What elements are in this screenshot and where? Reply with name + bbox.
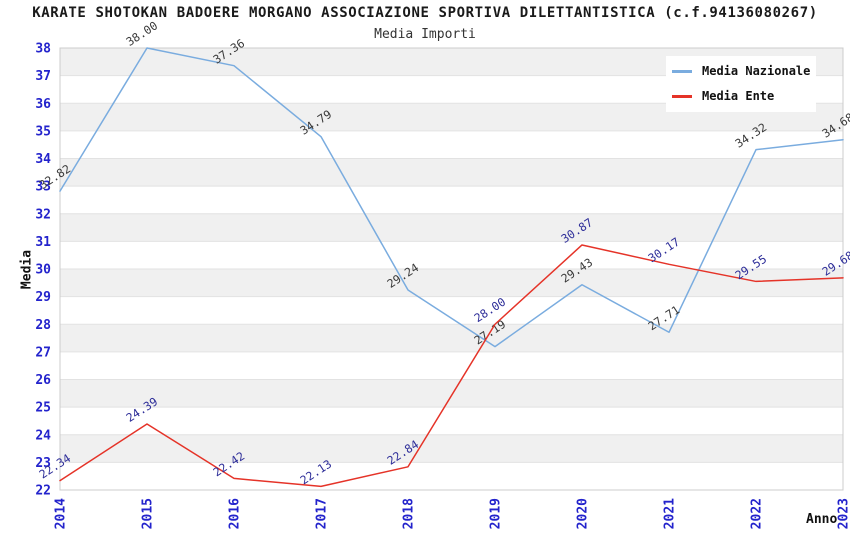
y-tick-label: 23 <box>35 456 51 471</box>
y-tick-label: 33 <box>35 180 51 195</box>
legend-item-media-ente: Media Ente <box>672 86 810 106</box>
y-tick-label: 31 <box>35 235 51 250</box>
x-tick-label: 2021 <box>663 498 678 529</box>
legend-swatch-ente <box>672 94 692 98</box>
chart-title: KARATE SHOTOKAN BADOERE MORGANO ASSOCIAZ… <box>32 5 818 21</box>
y-tick-label: 26 <box>35 373 51 388</box>
x-tick-label: 2020 <box>576 498 591 529</box>
plot-stripe <box>60 213 843 242</box>
legend-label-ente: Media Ente <box>702 89 775 103</box>
plot-stripe <box>60 462 843 490</box>
plot-stripe <box>60 407 843 435</box>
y-axis-title: Media <box>19 249 35 290</box>
x-tick-label: 2022 <box>750 498 765 529</box>
data-point-label: 38.00 <box>123 18 160 49</box>
x-tick-label: 2016 <box>228 498 243 529</box>
y-tick-label: 28 <box>35 318 51 333</box>
plot-stripe <box>60 130 843 159</box>
y-tick-label: 38 <box>35 42 51 57</box>
y-tick-label: 24 <box>35 428 51 443</box>
y-tick-label: 29 <box>35 290 51 305</box>
plot-stripe <box>60 158 843 187</box>
x-axis-title: Anno <box>806 512 838 527</box>
plot-stripe <box>60 324 843 352</box>
legend-label-nazionale: Media Nazionale <box>702 64 811 78</box>
y-tick-label: 37 <box>35 69 51 84</box>
series-line-media-ente <box>59 244 844 488</box>
chart-subtitle: Media Importi <box>374 27 476 42</box>
plot-stripe <box>60 296 843 325</box>
y-tick-label: 30 <box>35 263 51 278</box>
plot-stripe <box>60 351 843 380</box>
y-tick-label: 36 <box>35 97 51 112</box>
plot-stripe <box>60 379 843 408</box>
x-tick-label: 2019 <box>489 498 504 529</box>
series-line-media-nazionale <box>59 47 844 348</box>
y-tick-label: 22 <box>35 484 51 499</box>
x-tick-label: 2017 <box>315 498 330 529</box>
y-tick-label: 34 <box>35 152 51 167</box>
legend: Media Nazionale Media Ente <box>666 56 816 112</box>
y-tick-label: 27 <box>35 345 51 360</box>
y-tick-label: 25 <box>35 401 51 416</box>
y-tick-label: 35 <box>35 124 51 139</box>
y-tick-label: 32 <box>35 207 51 222</box>
x-tick-label: 2018 <box>402 498 417 529</box>
x-tick-label: 2014 <box>54 498 69 529</box>
legend-swatch-nazionale <box>672 69 692 73</box>
plot-stripe <box>60 241 843 269</box>
x-tick-label: 2015 <box>141 498 156 529</box>
plot-border <box>59 47 844 491</box>
legend-item-media-nazionale: Media Nazionale <box>672 61 810 81</box>
plot-stripe <box>60 269 843 297</box>
x-tick-label: 2023 <box>837 498 850 529</box>
plot-stripe <box>60 186 843 214</box>
plot-stripe <box>60 434 843 463</box>
